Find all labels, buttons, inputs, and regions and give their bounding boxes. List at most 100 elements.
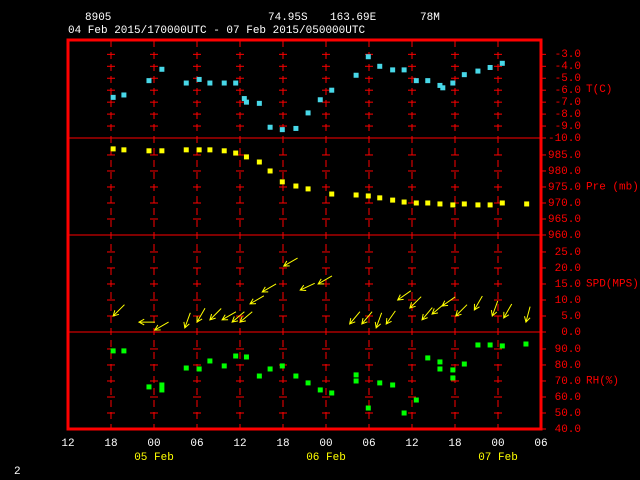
point	[196, 76, 202, 82]
wind-arrow	[231, 311, 245, 323]
x-tick-label: 06	[534, 438, 547, 450]
y-tick-label: -10.0	[548, 133, 581, 145]
wind-arrow	[221, 311, 237, 321]
wind-arrow	[396, 290, 412, 301]
point	[317, 97, 323, 103]
point	[279, 127, 285, 133]
wind-arrow	[183, 312, 191, 329]
point	[425, 200, 431, 206]
point	[487, 342, 493, 348]
point	[279, 179, 285, 185]
point	[221, 80, 227, 86]
wind-arrow	[421, 307, 433, 321]
x-tick-label: 00	[491, 438, 504, 450]
wind-arrow	[490, 300, 499, 317]
axis-label: Pre (mb)	[586, 181, 639, 193]
point	[293, 183, 299, 189]
point	[401, 199, 407, 205]
y-tick-label: 15.0	[555, 279, 581, 291]
latitude: 74.95S	[268, 12, 308, 24]
x-tick-label: 18	[276, 438, 289, 450]
y-tick-label: 985.0	[548, 150, 581, 162]
y-tick-label: 980.0	[548, 166, 581, 178]
point	[329, 390, 335, 396]
y-tick-label: 5.0	[561, 311, 581, 323]
point	[523, 341, 529, 347]
point	[440, 85, 446, 91]
y-tick-label: -7.0	[555, 97, 581, 109]
y-tick-label: 10.0	[555, 295, 581, 307]
point	[437, 359, 443, 365]
point	[450, 375, 456, 381]
wind-arrow	[209, 308, 222, 321]
point	[196, 366, 202, 372]
y-tick-label: 965.0	[548, 214, 581, 226]
point	[207, 358, 213, 364]
point	[221, 363, 227, 369]
axis-label: SPD(MPS)	[586, 278, 639, 290]
point	[475, 342, 481, 348]
station-id: 8905	[85, 12, 111, 24]
point	[146, 384, 152, 390]
point	[196, 147, 202, 153]
point	[401, 410, 407, 416]
point	[305, 186, 311, 192]
date-label: 06 Feb	[306, 452, 346, 464]
point	[450, 367, 456, 373]
x-tick-label: 18	[104, 438, 117, 450]
point	[377, 195, 383, 201]
point	[499, 343, 505, 349]
y-tick-label: 970.0	[548, 198, 581, 210]
point	[183, 80, 189, 86]
point	[207, 80, 213, 86]
point	[487, 64, 493, 70]
point	[353, 192, 359, 198]
y-tick-label: 50.0	[555, 408, 581, 420]
point	[353, 372, 359, 378]
x-tick-label: 18	[448, 438, 461, 450]
point	[365, 54, 371, 60]
point	[475, 202, 481, 208]
wind-arrow	[299, 282, 315, 291]
wind-arrow	[153, 321, 169, 331]
point	[110, 146, 116, 152]
y-tick-label: 0.0	[561, 327, 581, 339]
point	[159, 148, 165, 154]
y-tick-label: 40.0	[555, 424, 581, 436]
wind-arrow	[409, 296, 422, 309]
point	[279, 363, 285, 369]
point	[353, 378, 359, 384]
wind-arrow	[524, 306, 531, 324]
wind-arrow	[385, 310, 396, 325]
point	[475, 68, 481, 74]
y-tick-label: 60.0	[555, 392, 581, 404]
axis-label: RH(%)	[586, 375, 619, 387]
point	[233, 80, 239, 86]
point	[110, 94, 116, 100]
point	[159, 66, 165, 72]
wind-arrow	[374, 312, 383, 329]
y-tick-label: 975.0	[548, 182, 581, 194]
point	[390, 197, 396, 203]
point	[390, 67, 396, 73]
wind-arrow	[317, 275, 333, 285]
point	[183, 365, 189, 371]
elevation: 78M	[420, 12, 440, 24]
point	[243, 154, 249, 160]
wind-arrow	[503, 303, 513, 319]
y-tick-label: 80.0	[555, 360, 581, 372]
period: 04 Feb 2015/170000UTC - 07 Feb 2015/0500…	[68, 25, 365, 37]
point	[293, 125, 299, 131]
point	[207, 147, 213, 153]
wind-arrow	[282, 257, 298, 267]
point	[267, 124, 273, 130]
y-tick-label: 90.0	[555, 344, 581, 356]
wind-arrow	[441, 296, 456, 307]
point	[450, 202, 456, 208]
point	[241, 96, 247, 102]
point	[365, 193, 371, 199]
point	[413, 397, 419, 403]
point	[317, 387, 323, 393]
point	[413, 78, 419, 84]
